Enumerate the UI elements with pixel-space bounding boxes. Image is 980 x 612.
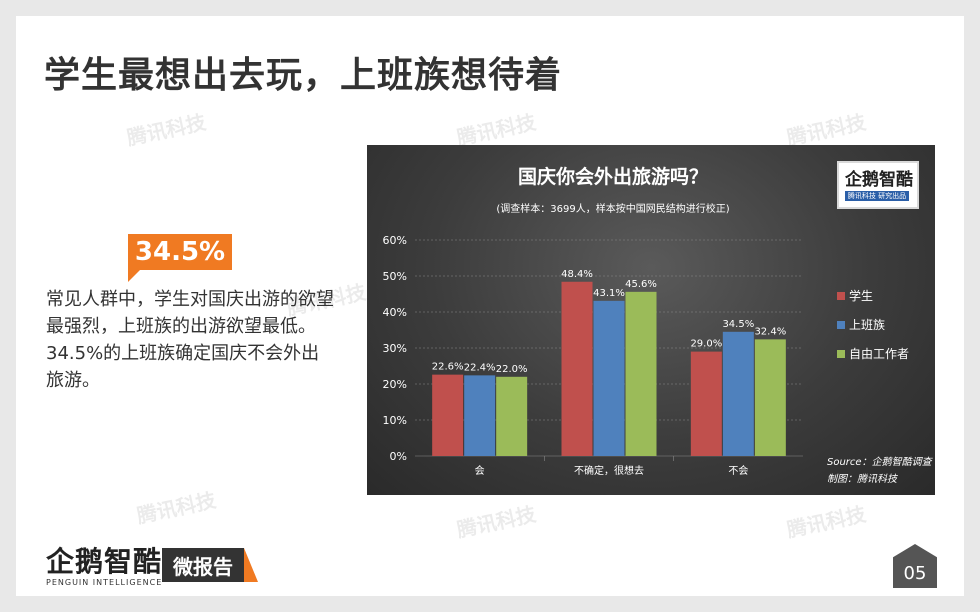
chart-source: Source：企鹅智酷调查 — [827, 456, 934, 468]
panel-logo: 企鹅智酷 腾讯科技 研究出品 — [837, 161, 919, 209]
bar-chart: 国庆你会外出旅游吗？ (调查样本：3699人，样本按中国网民结构进行校正) 0%… — [383, 165, 934, 485]
watermark: 腾讯科技 — [124, 109, 208, 151]
panel-logo-brand: 企鹅智酷 — [845, 170, 913, 190]
x-tick-label: 不会 — [728, 464, 748, 477]
badge-tail — [128, 270, 140, 282]
data-label: 22.4% — [464, 362, 496, 373]
data-label: 22.6% — [432, 362, 464, 373]
legend-label: 学生 — [849, 288, 873, 303]
legend-label: 自由工作者 — [849, 347, 909, 361]
bar — [593, 300, 625, 456]
data-label: 43.1% — [593, 288, 625, 299]
footer-logo-brand: 企鹅智酷 — [46, 545, 163, 578]
chart-credit: 制图：腾讯科技 — [827, 473, 899, 485]
footer-logo-english: PENGUIN INTELLIGENCE — [46, 578, 163, 587]
y-tick-label: 40% — [383, 306, 407, 319]
highlight-badge: 34.5% — [128, 234, 232, 270]
y-tick-label: 30% — [383, 342, 407, 355]
chart-subtitle: (调查样本：3699人，样本按中国网民结构进行校正) — [496, 202, 729, 215]
y-axis: 0% 10% 20% 30% 40% 50% 60% — [383, 234, 407, 463]
watermark: 腾讯科技 — [134, 487, 218, 529]
legend-swatch — [837, 321, 845, 329]
y-tick-label: 20% — [383, 378, 407, 391]
chart-panel: 国庆你会外出旅游吗？ (调查样本：3699人，样本按中国网民结构进行校正) 0%… — [367, 145, 935, 495]
report-tag: 微报告 — [162, 548, 244, 582]
x-axis: 会 不确定，很想去 不会 — [475, 456, 748, 477]
bar — [464, 375, 496, 456]
page-number: 05 — [893, 544, 937, 588]
y-tick-label: 10% — [383, 414, 407, 427]
legend-label: 上班族 — [849, 318, 885, 332]
legend-swatch — [837, 292, 845, 300]
data-label: 34.5% — [722, 319, 754, 330]
legend-swatch — [837, 350, 845, 358]
x-tick-label: 不确定，很想去 — [574, 464, 644, 477]
y-tick-label: 0% — [390, 450, 407, 463]
bar — [625, 291, 657, 456]
watermark: 腾讯科技 — [454, 501, 538, 543]
bars: 22.6% 22.4% 22.0% 48.4%43.1%45.6% 29.0%34.5%… — [432, 269, 786, 456]
footer-logo: 企鹅智酷 PENGUIN INTELLIGENCE — [46, 540, 162, 587]
chart-title: 国庆你会外出旅游吗？ — [518, 165, 708, 188]
page-title: 学生最想出去玩，上班族想待着 — [44, 55, 563, 96]
bar — [561, 281, 593, 456]
bar — [722, 331, 754, 456]
y-tick-label: 50% — [383, 270, 407, 283]
data-label: 32.4% — [754, 326, 786, 337]
x-tick-label: 会 — [475, 464, 485, 477]
description-text: 常见人群中，学生对国庆出游的欲望最强烈，上班族的出游欲望最低。34.5%的上班族… — [46, 289, 334, 391]
report-tag-accent — [244, 548, 258, 582]
watermark: 腾讯科技 — [784, 501, 868, 543]
slide: 学生最想出去玩，上班族想待着 腾讯科技 腾讯科技 腾讯科技 腾讯科技 腾讯科技 … — [16, 16, 964, 596]
data-label: 22.0% — [496, 364, 528, 375]
panel-logo-sub: 腾讯科技 研究出品 — [845, 191, 909, 201]
data-label: 48.4% — [561, 269, 593, 280]
page-number-text: 05 — [903, 563, 927, 584]
bar — [496, 376, 528, 456]
bar — [690, 351, 722, 456]
data-label: 45.6% — [625, 279, 657, 290]
y-tick-label: 60% — [383, 234, 407, 247]
data-label: 29.0% — [690, 339, 722, 350]
bar — [432, 374, 464, 456]
bar — [754, 339, 786, 456]
